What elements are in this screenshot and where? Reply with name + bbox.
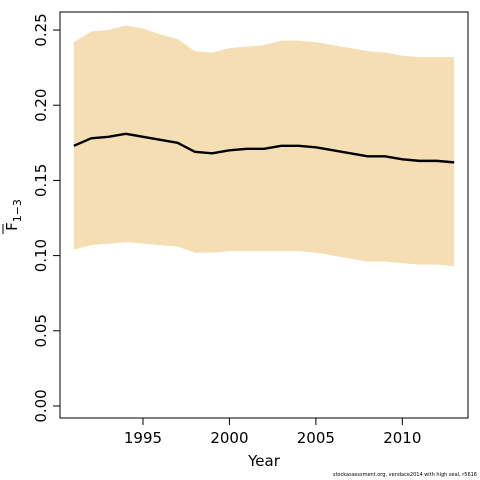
y-tick-label: 0.10 (32, 239, 50, 272)
y-tick-label: 0.15 (32, 164, 50, 197)
y-tick-label: 0.20 (32, 89, 50, 122)
y-tick-label: 0.05 (32, 314, 50, 347)
estimate-line-layer (73, 132, 455, 164)
plot-frame (59, 11, 469, 419)
svg-text:F1−3: F1−3 (3, 199, 24, 231)
y-axis-title: F1−3 (2, 199, 24, 234)
y-tick-label: 0.25 (32, 13, 50, 46)
footnote: stockassessment.org, vendace2014 with hi… (332, 472, 477, 478)
confidence-band (73, 25, 455, 267)
y-axis: 0.00 0.05 0.10 0.15 0.20 0.25 (32, 13, 60, 423)
estimate-line (73, 132, 455, 164)
x-axis-title: Year (247, 452, 281, 470)
y-tick-label: 0.00 (32, 389, 50, 422)
confidence-band-layer (73, 25, 455, 267)
x-tick-label: 1995 (124, 429, 162, 447)
y-axis-title-main: F (3, 222, 21, 231)
x-tick-label: 2010 (383, 429, 421, 447)
x-tick-label: 2000 (210, 429, 248, 447)
y-axis-title-subscript: 1−3 (11, 199, 24, 222)
x-axis: 1995 2000 2005 2010 (124, 418, 421, 447)
x-tick-label: 2005 (297, 429, 335, 447)
